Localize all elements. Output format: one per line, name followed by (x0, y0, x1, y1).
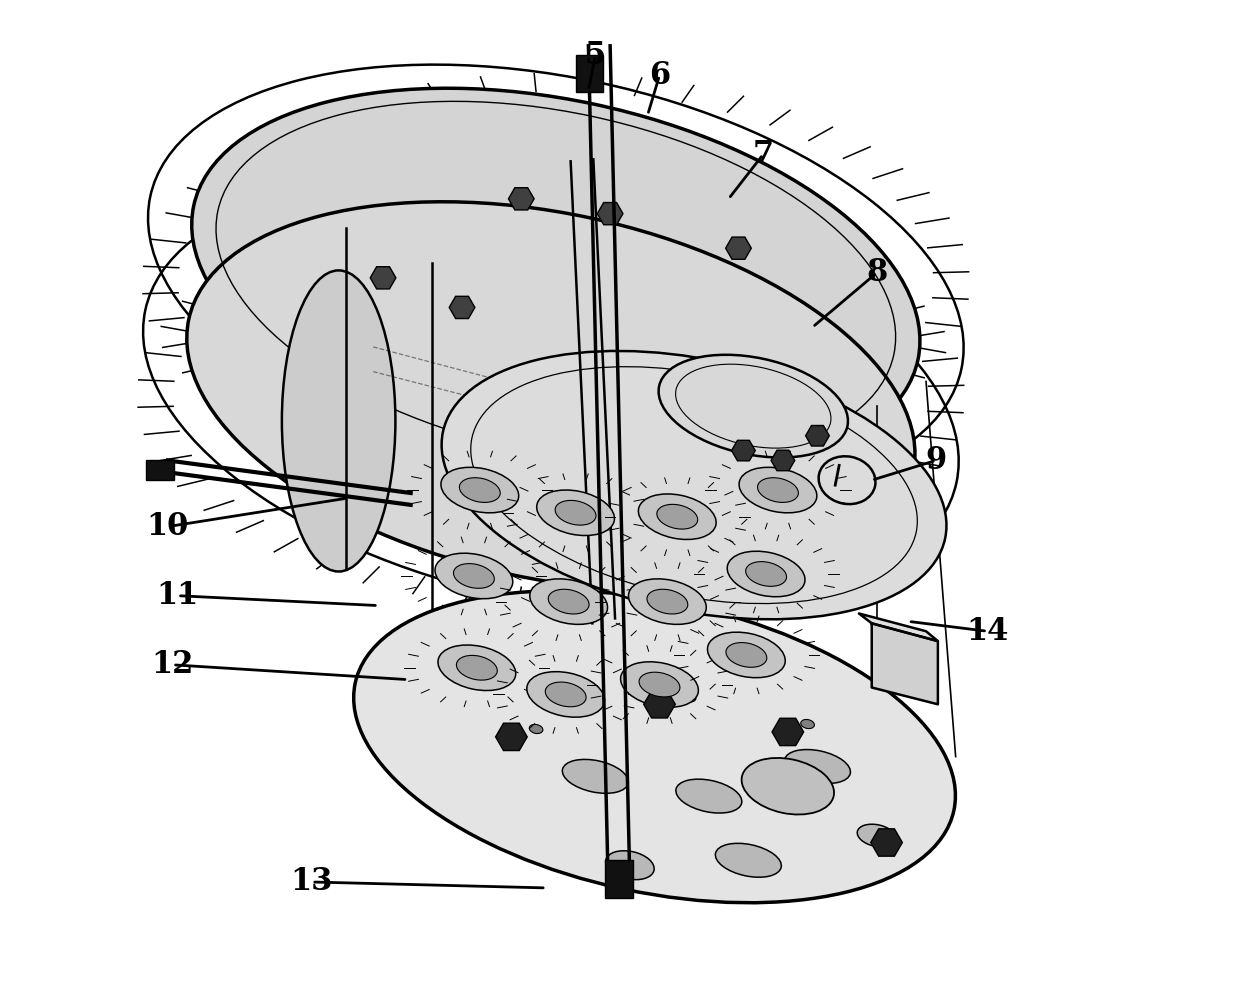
Ellipse shape (605, 850, 655, 880)
Ellipse shape (441, 467, 518, 513)
Polygon shape (644, 691, 676, 718)
Polygon shape (870, 829, 903, 856)
Text: 12: 12 (151, 649, 193, 680)
Ellipse shape (459, 478, 500, 503)
Text: 7: 7 (753, 139, 774, 170)
Polygon shape (371, 266, 396, 289)
Bar (146, 460, 174, 480)
Polygon shape (872, 624, 937, 704)
Ellipse shape (647, 589, 688, 614)
Polygon shape (508, 188, 534, 210)
Ellipse shape (527, 671, 605, 717)
Ellipse shape (639, 494, 717, 540)
Text: 13: 13 (290, 866, 334, 898)
Ellipse shape (548, 589, 589, 614)
Polygon shape (598, 203, 622, 225)
Bar (605, 860, 632, 898)
Text: 14: 14 (966, 616, 1008, 646)
Ellipse shape (192, 88, 920, 477)
Ellipse shape (281, 270, 396, 571)
Text: 11: 11 (156, 580, 198, 611)
Polygon shape (771, 450, 795, 470)
Ellipse shape (441, 350, 946, 620)
Text: 9: 9 (925, 445, 946, 476)
Polygon shape (732, 441, 755, 460)
Ellipse shape (556, 500, 596, 525)
Text: 10: 10 (146, 511, 188, 543)
Text: 5: 5 (585, 41, 606, 71)
Ellipse shape (745, 561, 786, 586)
Ellipse shape (562, 759, 629, 793)
Polygon shape (725, 237, 751, 259)
Ellipse shape (857, 825, 897, 847)
Ellipse shape (682, 693, 696, 702)
Ellipse shape (529, 725, 543, 734)
Ellipse shape (454, 563, 495, 588)
Ellipse shape (676, 779, 742, 813)
Ellipse shape (708, 633, 785, 678)
Ellipse shape (658, 354, 848, 457)
Ellipse shape (629, 579, 707, 625)
Polygon shape (496, 723, 527, 750)
Ellipse shape (739, 467, 817, 513)
Ellipse shape (801, 720, 815, 729)
Ellipse shape (620, 661, 698, 707)
Ellipse shape (715, 843, 781, 877)
Polygon shape (806, 426, 830, 446)
Polygon shape (773, 719, 804, 745)
Ellipse shape (657, 504, 698, 529)
Polygon shape (859, 614, 937, 642)
Ellipse shape (725, 643, 766, 667)
Text: 8: 8 (866, 257, 888, 288)
Ellipse shape (438, 645, 516, 691)
Ellipse shape (727, 551, 805, 597)
Ellipse shape (742, 758, 835, 815)
Ellipse shape (546, 682, 587, 707)
Ellipse shape (758, 478, 799, 503)
Ellipse shape (456, 655, 497, 680)
Ellipse shape (785, 749, 851, 783)
Ellipse shape (435, 553, 513, 599)
Polygon shape (449, 296, 475, 319)
Ellipse shape (537, 490, 615, 536)
Text: 6: 6 (649, 60, 670, 91)
Bar (575, 54, 603, 92)
Ellipse shape (639, 672, 680, 697)
Ellipse shape (187, 202, 915, 591)
Ellipse shape (529, 579, 608, 625)
Ellipse shape (353, 591, 956, 903)
